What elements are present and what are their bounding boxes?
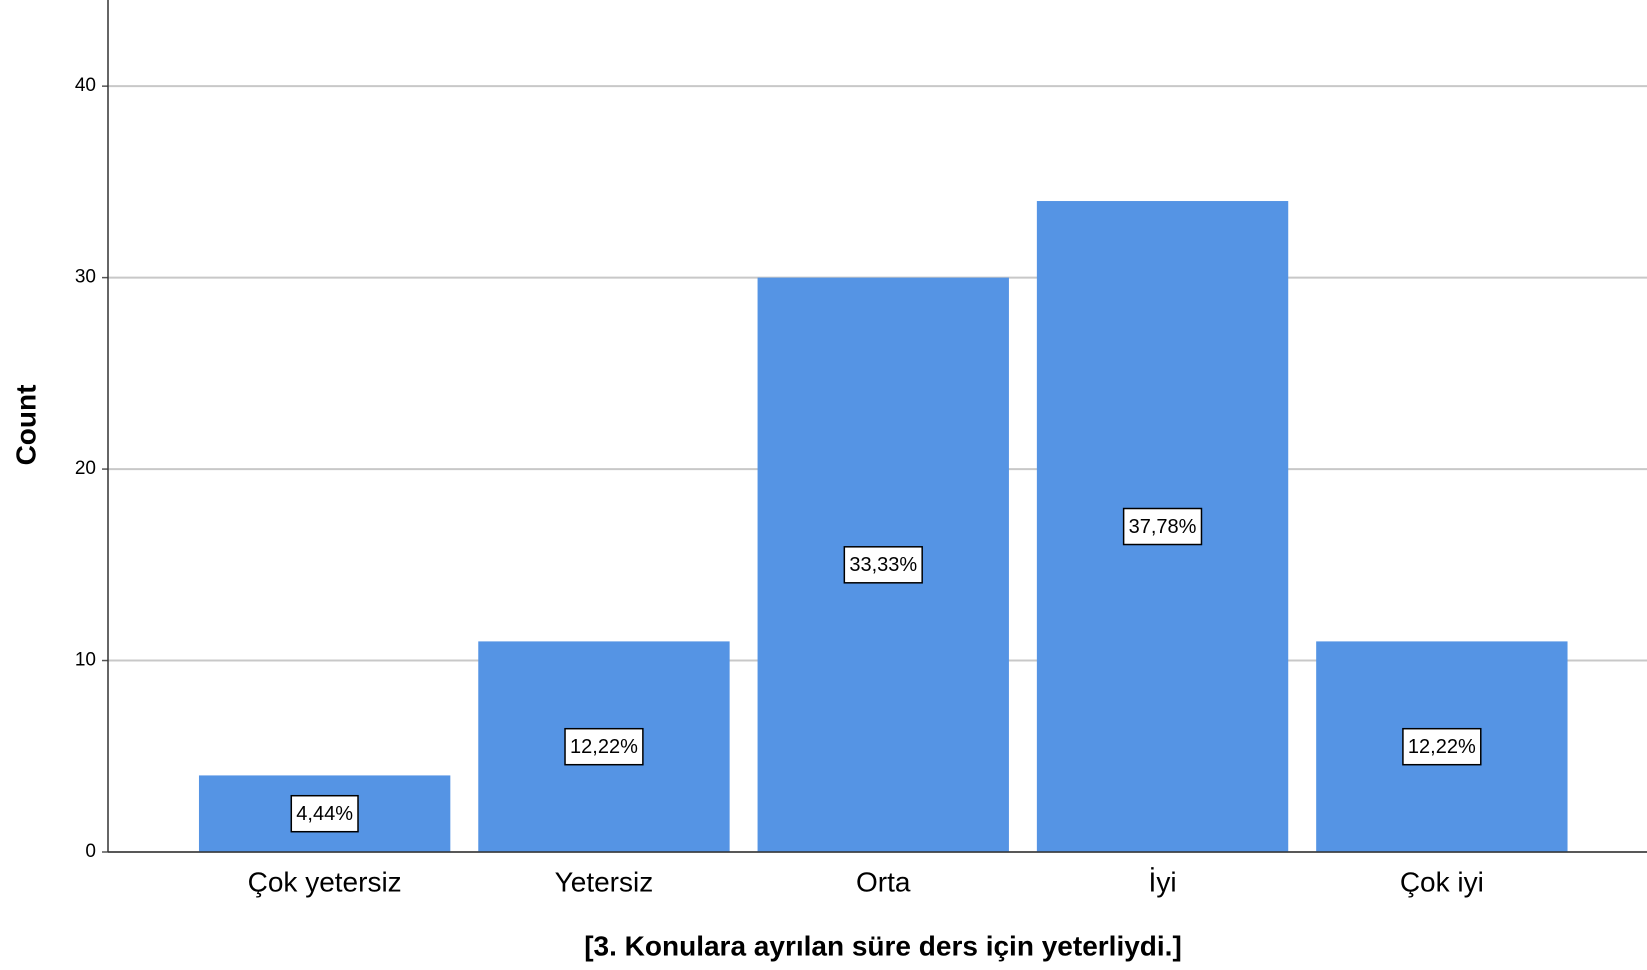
value-label-box: [564, 727, 644, 766]
y-tick-label: 40: [75, 75, 96, 96]
x-axis-label: [3. Konulara ayrılan süre ders için yete…: [584, 930, 1182, 961]
value-label: 12,22%: [1408, 736, 1476, 758]
value-label-box: [1122, 507, 1203, 546]
x-tick-label: Orta: [856, 866, 911, 897]
value-label: 12,22%: [570, 736, 638, 758]
x-tick-label: Yetersiz: [555, 866, 654, 897]
y-tick-label: 0: [85, 841, 96, 862]
value-label: 33,33%: [849, 554, 917, 576]
y-tick-label: 30: [75, 267, 96, 288]
y-tick-label: 20: [75, 458, 96, 479]
value-label: 4,44%: [296, 803, 353, 825]
y-axis-label: Count: [10, 385, 41, 466]
x-tick-label: Çok iyi: [1400, 866, 1484, 897]
value-label-box: [843, 546, 923, 584]
y-tick-label: 10: [75, 650, 96, 671]
value-label-box: [290, 794, 359, 833]
value-label: 37,78%: [1129, 516, 1197, 538]
x-tick-label: Çok yetersiz: [248, 866, 402, 897]
value-label-box: [1402, 727, 1482, 766]
x-tick-label: İyi: [1149, 866, 1177, 897]
